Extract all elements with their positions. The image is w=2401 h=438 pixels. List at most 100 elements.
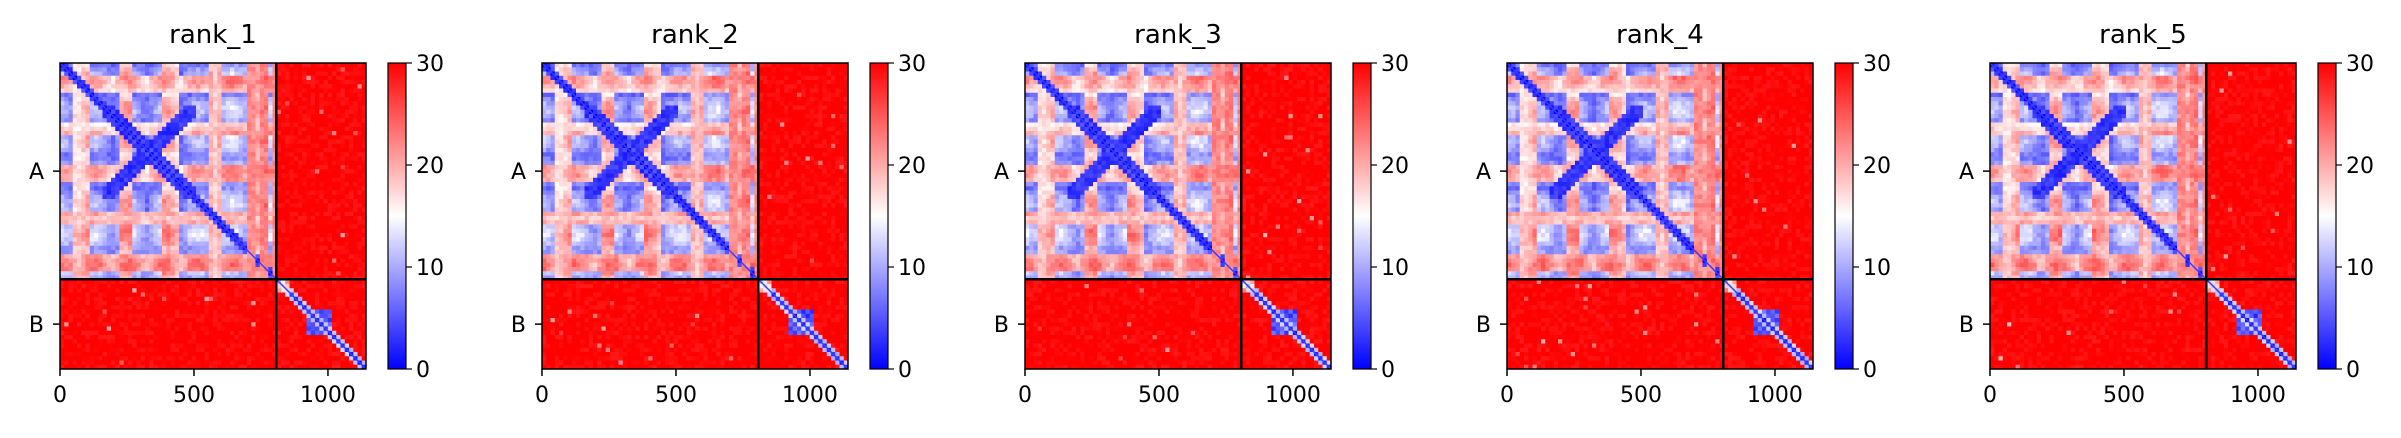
heatmap-cell [72, 322, 78, 327]
heatmap-cell [238, 135, 244, 140]
heatmap-cell [293, 245, 299, 251]
heatmap-cell [119, 84, 125, 89]
heatmap-cell [298, 199, 303, 204]
heatmap-cell [357, 220, 363, 225]
heatmap-cell [344, 335, 350, 340]
heatmap-cell [98, 267, 103, 272]
heatmap-cell [170, 177, 176, 183]
heatmap-cell [332, 352, 337, 357]
heatmap-cell [336, 156, 341, 162]
heatmap-cell [162, 254, 167, 259]
heatmap-cell [77, 356, 82, 361]
heatmap-cell [217, 254, 222, 259]
heatmap-cell [157, 305, 163, 310]
heatmap-cell [213, 194, 218, 200]
heatmap-cell [208, 335, 214, 340]
heatmap-cell [302, 343, 307, 349]
heatmap-cell [60, 67, 65, 72]
heatmap-cell [221, 139, 227, 145]
heatmap-cell [217, 139, 222, 145]
heatmap-cell [293, 288, 299, 293]
heatmap-cell [162, 339, 167, 344]
heatmap-cell [162, 97, 167, 102]
heatmap-cell [221, 211, 227, 217]
heatmap-cell [98, 63, 103, 68]
heatmap-cell [315, 326, 320, 332]
heatmap-cell [306, 143, 312, 149]
heatmap-cell [183, 92, 188, 98]
heatmap-cell [327, 160, 333, 166]
heatmap-cell [170, 139, 176, 145]
heatmap-cell [140, 169, 146, 174]
heatmap-cell [162, 135, 167, 140]
heatmap-cell [166, 67, 171, 72]
heatmap-cell [332, 152, 337, 157]
heatmap-cell [111, 301, 116, 306]
heatmap-cell [293, 169, 299, 174]
heatmap-cell [123, 143, 129, 149]
heatmap-cell [344, 224, 350, 230]
heatmap-cell [191, 309, 197, 315]
heatmap-cell [72, 271, 78, 276]
heatmap-cell [234, 173, 239, 179]
heatmap-cell [221, 279, 227, 285]
heatmap-cell [123, 228, 129, 234]
heatmap-cell [208, 126, 214, 132]
heatmap-cell [264, 148, 269, 153]
heatmap-cell [153, 143, 159, 149]
heatmap-cell [102, 148, 108, 153]
heatmap-cell [255, 84, 261, 89]
heatmap-cell [115, 67, 120, 72]
heatmap-cell [319, 301, 324, 306]
heatmap-cell [89, 160, 95, 166]
heatmap-cell [281, 203, 286, 208]
heatmap-cell [302, 254, 307, 259]
heatmap-cell [251, 109, 256, 115]
heatmap-cell [217, 156, 222, 162]
heatmap-cell [191, 220, 197, 225]
heatmap-cell [94, 233, 99, 238]
heatmap-cell [357, 224, 363, 230]
heatmap-cell [123, 122, 129, 128]
heatmap-cell [361, 279, 367, 285]
heatmap-cell [336, 237, 341, 242]
heatmap-cell [196, 250, 201, 255]
heatmap-cell [217, 347, 222, 353]
heatmap-cell [221, 88, 227, 94]
heatmap-cell [153, 122, 159, 128]
heatmap-cell [264, 190, 269, 196]
heatmap-cell [200, 211, 205, 217]
heatmap-cell [162, 194, 167, 200]
heatmap-cell [272, 148, 278, 153]
heatmap-cell [353, 267, 358, 272]
heatmap-cell [179, 322, 184, 327]
heatmap-cell [251, 233, 256, 238]
heatmap-cell [319, 275, 324, 281]
heatmap-cell [293, 71, 299, 77]
heatmap-cell [361, 169, 367, 174]
heatmap-cell [213, 143, 218, 149]
heatmap-cell [166, 135, 171, 140]
heatmap-cell [208, 318, 214, 323]
heatmap-cell [306, 186, 312, 191]
heatmap-cell [298, 148, 303, 153]
heatmap-cell [157, 71, 163, 77]
heatmap-cell [272, 352, 278, 357]
heatmap-cell [221, 169, 227, 174]
heatmap-cell [281, 233, 286, 238]
heatmap-cell [353, 245, 358, 251]
heatmap-cell [204, 199, 210, 204]
heatmap-cell [264, 84, 269, 89]
heatmap-cell [98, 241, 103, 247]
heatmap-cell [208, 169, 214, 174]
heatmap-cell [281, 245, 286, 251]
heatmap-cell [340, 165, 346, 170]
heatmap-cell [157, 131, 163, 136]
heatmap-cell [340, 63, 346, 68]
heatmap-cell [191, 67, 197, 72]
heatmap-cell [255, 326, 261, 332]
heatmap-cell [60, 254, 65, 259]
heatmap-cell [145, 305, 150, 310]
heatmap-cell [136, 67, 142, 72]
heatmap-cell [213, 267, 218, 272]
